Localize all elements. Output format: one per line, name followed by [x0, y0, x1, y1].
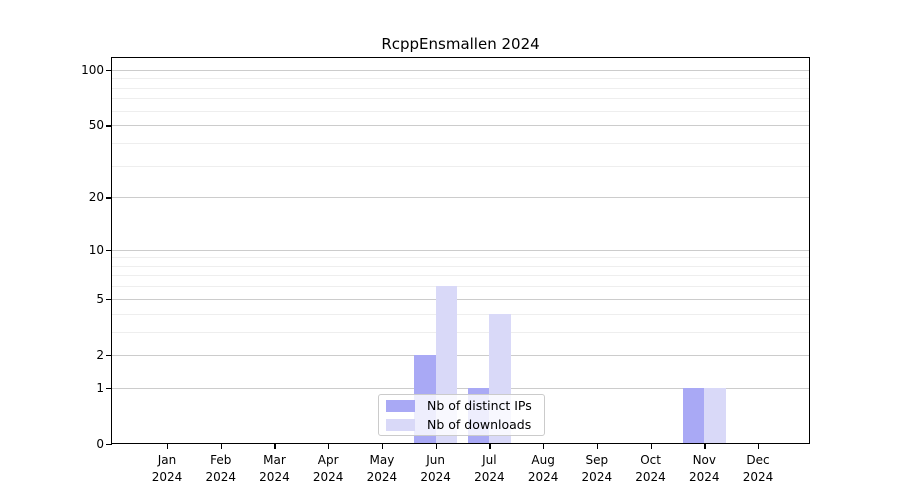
legend-item-downloads: Nb of downloads	[386, 415, 544, 434]
y-tick-mark	[106, 298, 112, 301]
y-tick-mark	[106, 444, 112, 446]
legend-item-distinct-ips: Nb of distinct IPs	[386, 396, 544, 415]
major-gridline	[112, 354, 810, 356]
legend-swatch-distinct-ips	[386, 399, 415, 412]
legend: Nb of distinct IPs Nb of downloads	[378, 394, 545, 436]
x-tick-label-may: May 2024	[366, 453, 398, 484]
chart-title: RcppEnsmallen 2024	[381, 35, 540, 53]
minor-gridline	[112, 257, 810, 259]
x-tick-label-feb: Feb 2024	[205, 453, 236, 484]
x-tick-label-sep: Sep 2024	[581, 453, 613, 484]
x-tick-mark	[274, 444, 276, 449]
x-tick-label-aug: Aug 2024	[527, 453, 559, 484]
minor-gridline	[112, 331, 810, 333]
x-tick-mark	[489, 444, 491, 449]
x-tick-mark	[220, 444, 223, 449]
legend-label-distinct-ips: Nb of distinct IPs	[427, 398, 532, 413]
x-tick-mark	[596, 444, 599, 449]
minor-gridline	[112, 286, 810, 288]
x-tick-mark	[704, 444, 706, 449]
x-tick-mark	[650, 444, 652, 449]
y-tick-label: 5	[96, 291, 104, 306]
x-tick-label-jul: Jul 2024	[474, 453, 505, 484]
y-tick-mark	[106, 69, 112, 72]
x-tick-mark	[758, 444, 760, 449]
x-tick-label-apr: Apr 2024	[312, 453, 344, 484]
major-gridline	[112, 387, 810, 389]
major-gridline	[112, 298, 810, 300]
plot-area	[111, 57, 810, 444]
y-tick-mark	[106, 387, 112, 390]
legend-label-downloads: Nb of downloads	[427, 417, 532, 432]
minor-gridline	[112, 87, 810, 89]
x-tick-mark	[435, 444, 437, 449]
y-tick-label: 20	[88, 190, 104, 205]
x-tick-mark	[381, 444, 384, 449]
minor-gridline	[112, 313, 810, 315]
y-tick-label: 100	[81, 62, 104, 77]
x-tick-label-dec: Dec 2024	[742, 453, 774, 484]
y-tick-label: 1	[96, 380, 104, 395]
y-tick-mark	[106, 197, 112, 199]
minor-gridline	[112, 142, 810, 144]
x-tick-label-nov: Nov 2024	[689, 453, 720, 484]
x-tick-mark	[543, 444, 545, 449]
x-tick-mark	[167, 444, 169, 449]
x-tick-label-jun: Jun 2024	[420, 453, 451, 484]
major-gridline	[112, 249, 810, 251]
legend-swatch-downloads	[386, 418, 415, 431]
minor-gridline	[112, 265, 810, 267]
y-tick-mark	[106, 354, 112, 357]
y-tick-label: 10	[88, 242, 104, 257]
major-gridline	[112, 125, 810, 127]
x-tick-label-jan: Jan 2024	[151, 453, 183, 484]
x-tick-label-oct: Oct 2024	[635, 453, 666, 484]
minor-gridline	[112, 98, 810, 100]
x-tick-mark	[328, 444, 330, 449]
bar-nov-distinct-ips	[682, 387, 705, 444]
minor-gridline	[112, 165, 810, 167]
minor-gridline	[112, 275, 810, 277]
y-tick-label: 2	[96, 347, 104, 362]
major-gridline	[112, 69, 810, 71]
minor-gridline	[112, 78, 810, 80]
x-tick-label-mar: Mar 2024	[259, 453, 290, 484]
y-tick-mark	[106, 125, 112, 127]
y-tick-mark	[106, 249, 112, 251]
minor-gridline	[112, 110, 810, 112]
y-tick-label: 0	[96, 437, 104, 451]
y-tick-label: 50	[88, 118, 104, 133]
major-gridline	[112, 197, 810, 199]
bar-nov-downloads	[704, 387, 726, 444]
